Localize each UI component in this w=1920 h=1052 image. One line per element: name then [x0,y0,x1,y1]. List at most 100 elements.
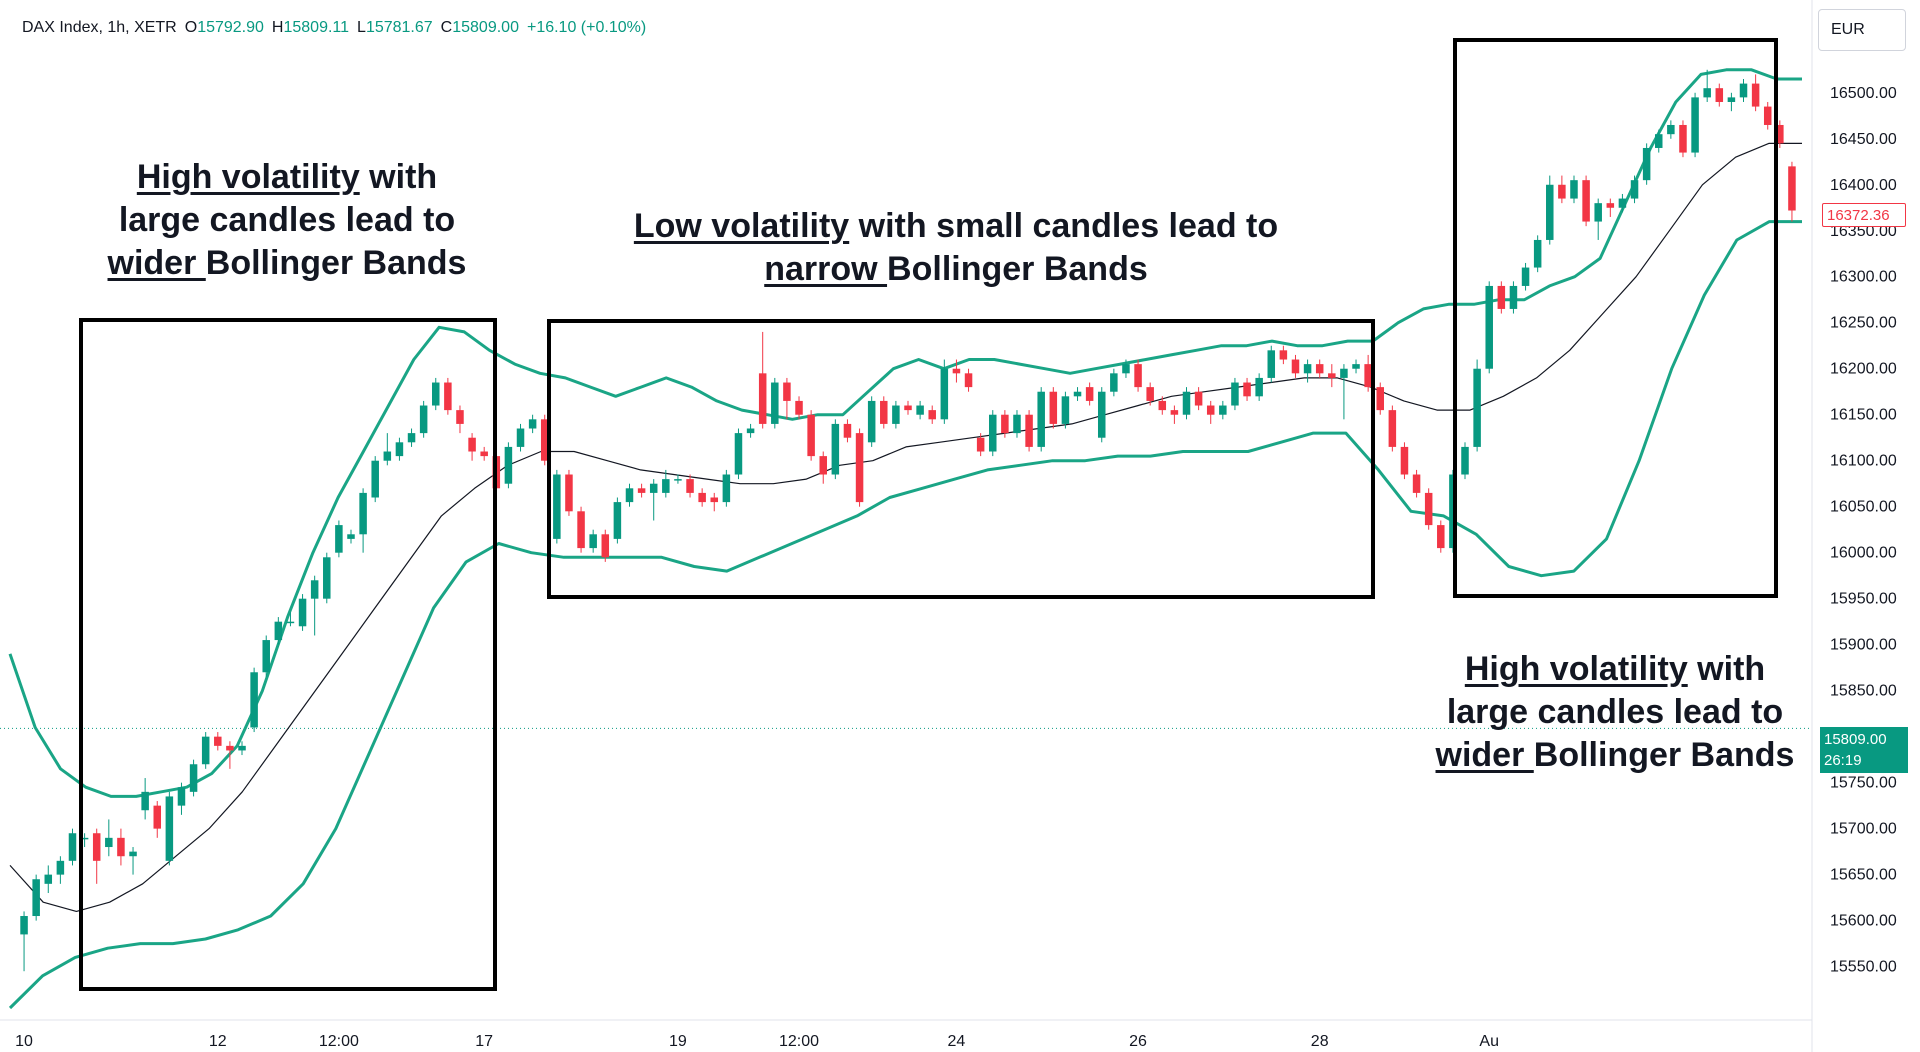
candle-body [1085,387,1094,401]
candle-body [1751,83,1760,107]
lower-band-line [8,220,1802,1010]
candle-body [177,787,186,806]
candle-body [1715,88,1724,102]
high-value: 15809.11 [283,19,350,36]
candle-body [1521,267,1530,286]
candle-body [1533,239,1542,268]
candle-body [1255,377,1263,397]
bar-countdown: 26:19 [1824,752,1862,769]
symbol-label: DAX Index, 1h, XETR [22,19,177,36]
candle-body [1388,410,1397,447]
x-tick-label: 10 [15,1033,33,1050]
annotation-middle-underline-2: narrow [764,250,888,288]
candle-body [1727,97,1736,102]
candle-body [1097,391,1106,438]
candle-body [153,805,162,829]
candle-body [286,621,295,624]
annotation-right: High volatility with large candles lead … [1435,650,1795,774]
candle-body [68,833,77,861]
candle-body [758,373,767,424]
y-tick-label: 15650.00 [1830,867,1897,884]
candles [20,69,1796,972]
candle-body [504,446,513,484]
x-tick-label: 26 [1129,1033,1147,1050]
candle-body [262,640,270,673]
candle-body [1279,350,1288,360]
candle-body [214,736,222,746]
candle-body [1182,391,1191,415]
candle-body [589,534,597,549]
candle-body [165,796,174,861]
candle-body [1219,405,1227,415]
y-tick-label: 16500.00 [1830,85,1897,102]
highlight-box-right [1453,38,1778,598]
candle-body [456,410,464,424]
candle-body [674,479,682,481]
x-tick-label: 12:00 [779,1033,819,1050]
candle-body [274,621,283,641]
candle-body [1485,285,1493,369]
candle-body [1497,285,1506,309]
candle-body [1437,525,1445,549]
annotation-right-underline: High volatility [1464,650,1688,688]
candle-body [1642,147,1651,181]
highlight-box-middle [547,319,1375,599]
current-price-value: 15809.00 [1824,731,1887,748]
highlight-box-left [79,318,497,991]
candle-body [226,745,234,751]
candle-body [1001,414,1009,434]
candle-body [989,414,997,452]
candle-body [117,837,125,857]
candle-body [189,764,198,792]
candle-body [238,745,246,751]
candle-body [1158,400,1167,411]
candle-body [916,405,924,415]
basis-line [9,142,1802,913]
candle-body [1013,414,1021,434]
currency-selector[interactable]: EUR [1818,9,1906,51]
y-tick-label: 15700.00 [1830,821,1897,838]
candle-body [1509,285,1518,309]
candle-body [867,400,876,443]
candle-body [771,382,779,424]
candle-body [952,368,961,374]
annotation-left-underline-2: wider [107,244,206,282]
candle-body [625,488,634,503]
candle-body [1328,373,1336,378]
annotation-middle: Low volatility with small candles lead t… [633,207,1279,288]
candle-body [855,433,864,503]
candle-body [601,534,610,558]
candle-body [250,672,258,728]
candle-body [1025,414,1033,447]
candle-body [347,534,355,539]
candle-body [964,373,973,388]
highlight-boxes [79,38,1778,991]
open-value: 15792.90 [197,19,264,36]
candle-body [444,382,452,411]
candle-body [419,405,428,434]
candle-body [1170,410,1179,415]
y-tick-label: 16250.00 [1830,315,1897,332]
candle-body [1376,387,1384,411]
y-tick-label: 16050.00 [1830,499,1897,516]
candle-body [1061,396,1070,424]
candle-body [734,433,743,475]
candle-body [1267,350,1276,378]
candle-body [1763,106,1772,125]
candle-body [1667,124,1675,135]
candle-body [1303,364,1312,374]
candle-body [928,410,936,420]
candle-body [1037,391,1045,447]
x-tick-label: 12 [209,1033,227,1050]
candle-body [1315,364,1324,374]
ohlc-legend: DAX Index, 1h, XETR O15792.90 H15809.11 L15… [22,19,646,37]
candle-body [722,474,731,503]
candle-body [553,474,561,539]
candle-body [807,414,815,457]
candle-body [1352,364,1360,369]
candle-body [1606,203,1615,208]
candle-body [44,874,53,884]
candle-body [1110,373,1118,392]
x-tick-label: 28 [1311,1033,1329,1050]
